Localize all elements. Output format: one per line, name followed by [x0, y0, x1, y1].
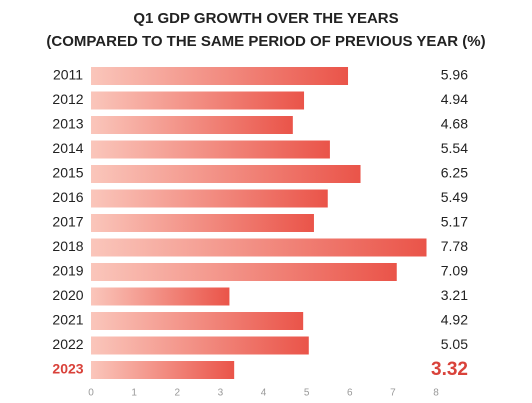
value-label: 5.49: [441, 189, 468, 205]
x-tick-label: 7: [390, 388, 396, 399]
y-tick-label: 2020: [52, 287, 83, 303]
value-label: 3.21: [441, 287, 468, 303]
x-tick-label: 2: [174, 388, 180, 399]
bar: [91, 116, 293, 134]
y-tick-label: 2013: [52, 116, 83, 132]
bar: [91, 67, 349, 85]
y-tick-label: 2022: [52, 336, 83, 352]
value-label: 7.78: [441, 238, 468, 254]
value-label: 4.94: [441, 91, 468, 107]
value-label: 5.05: [441, 336, 468, 352]
y-tick-label: 2021: [52, 312, 83, 328]
bar: [91, 361, 235, 379]
bar: [91, 336, 309, 355]
x-tick-label: 6: [347, 388, 353, 399]
value-label: 4.92: [441, 312, 468, 328]
y-tick-label: 2023: [52, 361, 83, 377]
chart-title: Q1 GDP GROWTH OVER THE YEARS: [133, 10, 398, 27]
bar: [91, 214, 314, 232]
bar: [91, 165, 361, 183]
x-tick-label: 3: [218, 388, 224, 399]
value-label: 5.96: [441, 67, 468, 83]
x-tick-label: 0: [88, 388, 94, 399]
bar: [91, 140, 330, 159]
bar: [91, 287, 230, 306]
chart-subtitle: (COMPARED TO THE SAME PERIOD OF PREVIOUS…: [46, 33, 485, 50]
y-tick-label: 2019: [52, 263, 83, 279]
bar: [91, 238, 427, 257]
x-tick-label: 5: [304, 388, 310, 399]
value-label: 4.68: [441, 116, 468, 132]
x-tick-label: 4: [261, 388, 267, 399]
y-tick-label: 2015: [52, 165, 83, 181]
y-tick-label: 2016: [52, 189, 83, 205]
x-tick-label: 1: [131, 388, 137, 399]
bar: [91, 189, 328, 208]
value-label: 7.09: [441, 263, 468, 279]
x-tick-label: 8: [433, 388, 439, 399]
y-tick-label: 2012: [52, 91, 83, 107]
y-tick-label: 2018: [52, 238, 83, 254]
y-tick-label: 2014: [52, 140, 83, 156]
value-label: 5.54: [441, 140, 468, 156]
value-label: 5.17: [441, 214, 468, 230]
bar: [91, 312, 304, 330]
bar: [91, 263, 397, 281]
value-label: 3.32: [431, 359, 468, 380]
y-tick-label: 2011: [53, 67, 83, 83]
value-label: 6.25: [441, 165, 468, 181]
bar: [91, 91, 305, 110]
y-tick-label: 2017: [52, 214, 83, 230]
